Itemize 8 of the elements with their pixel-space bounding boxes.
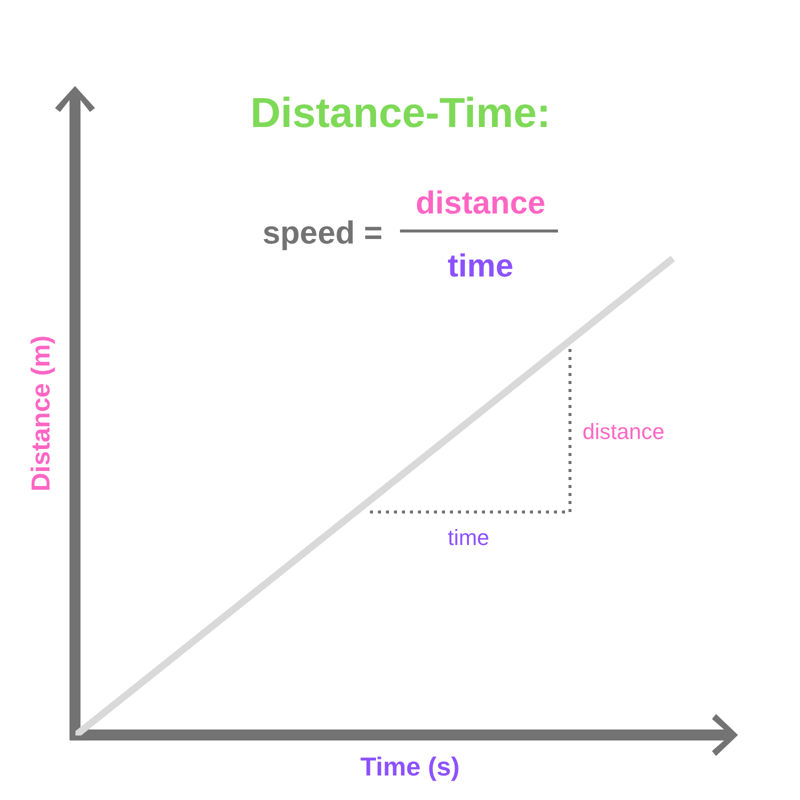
- text: distance: [416, 184, 546, 220]
- annotation: distance: [582, 419, 664, 444]
- chart-title: Distance-Time:: [250, 89, 551, 136]
- text: speed =: [262, 214, 382, 250]
- x-axis-title: Time (s): [360, 752, 460, 782]
- y-axis-title: Distance (m): [26, 335, 56, 492]
- annotation: time: [448, 525, 490, 550]
- annotation: time: [448, 248, 514, 284]
